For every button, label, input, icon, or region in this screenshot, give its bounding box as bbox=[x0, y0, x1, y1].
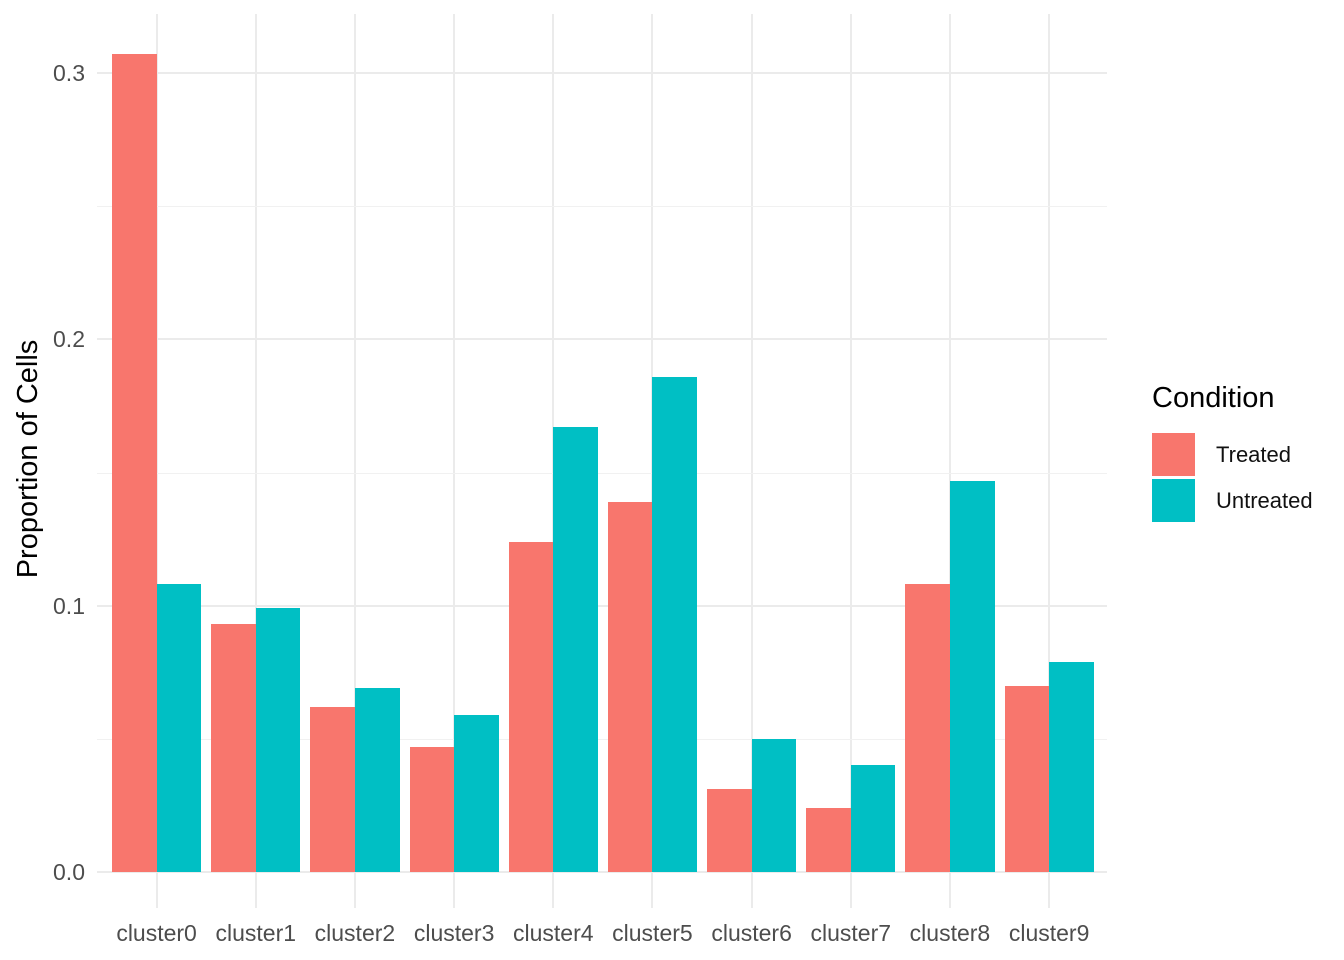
bar-cluster4-untreated bbox=[553, 427, 598, 872]
legend-item: Treated bbox=[1152, 433, 1313, 476]
grid-minor-horizontal bbox=[97, 472, 1107, 474]
plot-panel bbox=[97, 14, 1107, 908]
bar-cluster8-treated bbox=[905, 584, 950, 872]
legend: Condition Treated Untreated bbox=[1152, 382, 1313, 525]
grid-minor-horizontal bbox=[97, 206, 1107, 208]
x-tick-label: cluster7 bbox=[810, 920, 892, 946]
grid-major-vertical bbox=[948, 14, 951, 908]
grid-major-vertical bbox=[1048, 14, 1051, 908]
legend-item-label: Untreated bbox=[1216, 487, 1313, 513]
y-tick-label: 0.3 bbox=[53, 60, 85, 87]
x-tick-label: cluster5 bbox=[612, 920, 693, 946]
bar-cluster8-untreated bbox=[949, 480, 995, 872]
bar-cluster9-treated bbox=[1004, 685, 1050, 872]
grid-major-vertical bbox=[155, 14, 158, 908]
bar-cluster2-treated bbox=[310, 706, 355, 872]
x-tick-label: cluster1 bbox=[215, 920, 297, 946]
bar-cluster1-treated bbox=[211, 624, 256, 872]
x-tick-label: cluster9 bbox=[1008, 920, 1090, 946]
y-tick-label: 0.0 bbox=[53, 859, 85, 885]
legend-item: Untreated bbox=[1152, 479, 1313, 522]
x-tick-label: cluster8 bbox=[909, 920, 991, 946]
bar-cluster5-treated bbox=[607, 501, 653, 872]
y-tick-label: 0.1 bbox=[53, 592, 85, 619]
x-tick-label: cluster6 bbox=[711, 920, 792, 946]
grid-major-vertical bbox=[254, 14, 257, 908]
y-axis-title: Proportion of Cells bbox=[12, 339, 44, 579]
legend-swatch-untreated bbox=[1152, 479, 1195, 522]
legend-item-label: Treated bbox=[1216, 441, 1292, 467]
bar-cluster3-untreated bbox=[454, 714, 499, 872]
bar-cluster6-treated bbox=[707, 789, 752, 872]
grid-minor-horizontal bbox=[97, 738, 1107, 740]
grid-major-horizontal bbox=[97, 72, 1107, 75]
bar-cluster2-untreated bbox=[354, 688, 400, 872]
legend-items: Treated Untreated bbox=[1152, 433, 1313, 522]
legend-swatch-treated bbox=[1152, 433, 1195, 476]
grid-major-vertical bbox=[750, 14, 753, 908]
grid-major-vertical bbox=[453, 14, 456, 908]
bar-cluster4-treated bbox=[508, 541, 554, 872]
bar-cluster9-untreated bbox=[1049, 661, 1094, 872]
grid-major-vertical bbox=[849, 14, 852, 908]
grid-major-horizontal bbox=[97, 338, 1107, 341]
bar-cluster6-untreated bbox=[751, 738, 797, 872]
grid-major-horizontal bbox=[97, 604, 1107, 607]
x-tick-label: cluster2 bbox=[314, 920, 396, 946]
bar-cluster3-treated bbox=[409, 746, 455, 872]
x-tick-label: cluster3 bbox=[413, 920, 495, 946]
grid-major-vertical bbox=[353, 14, 356, 908]
bar-cluster5-untreated bbox=[652, 376, 698, 872]
grid-major-horizontal bbox=[97, 871, 1107, 873]
bar-cluster7-treated bbox=[806, 808, 851, 872]
bar-cluster0-treated bbox=[112, 54, 157, 872]
bar-cluster1-untreated bbox=[255, 608, 301, 872]
bar-cluster0-untreated bbox=[156, 584, 202, 872]
legend-title: Condition bbox=[1152, 382, 1275, 414]
bar-cluster7-untreated bbox=[850, 765, 896, 872]
y-tick-label: 0.2 bbox=[53, 326, 85, 353]
x-tick-label: cluster4 bbox=[512, 920, 594, 946]
x-tick-label: cluster0 bbox=[116, 920, 197, 946]
